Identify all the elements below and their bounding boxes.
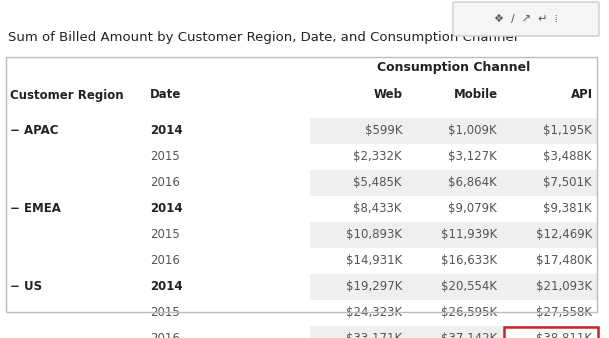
Text: − APAC: − APAC (10, 124, 58, 138)
Text: Consumption Channel: Consumption Channel (377, 62, 530, 74)
Text: $17,480K: $17,480K (536, 255, 592, 267)
Text: 2016: 2016 (150, 333, 180, 338)
Text: ❖  ∕  ↗  ↵  ⁞: ❖ ∕ ↗ ↵ ⁞ (494, 14, 558, 24)
Text: $3,127K: $3,127K (448, 150, 497, 164)
Text: $19,297K: $19,297K (346, 281, 402, 293)
Bar (310, 222, 597, 248)
Bar (310, 300, 597, 326)
Text: $599K: $599K (365, 124, 402, 138)
Text: $27,558K: $27,558K (536, 307, 592, 319)
Text: $21,093K: $21,093K (536, 281, 592, 293)
Text: − EMEA: − EMEA (10, 202, 61, 216)
Text: 2014: 2014 (150, 202, 183, 216)
FancyBboxPatch shape (453, 2, 599, 36)
Bar (310, 196, 597, 222)
Text: Customer Region: Customer Region (10, 89, 124, 101)
Text: $14,931K: $14,931K (346, 255, 402, 267)
Text: API: API (571, 89, 593, 101)
Text: $16,633K: $16,633K (441, 255, 497, 267)
Text: $38,811K: $38,811K (536, 333, 592, 338)
Text: $2,332K: $2,332K (353, 150, 402, 164)
Text: Web: Web (374, 89, 403, 101)
Text: $11,939K: $11,939K (441, 228, 497, 241)
Text: − US: − US (10, 281, 42, 293)
Bar (310, 144, 597, 170)
Text: $33,171K: $33,171K (346, 333, 402, 338)
Text: 2015: 2015 (150, 228, 180, 241)
Text: $37,142K: $37,142K (441, 333, 497, 338)
Text: 2014: 2014 (150, 281, 183, 293)
Bar (6, 57, 597, 312)
Text: $8,433K: $8,433K (353, 202, 402, 216)
Text: $24,323K: $24,323K (346, 307, 402, 319)
Text: $20,554K: $20,554K (441, 281, 497, 293)
Text: $9,079K: $9,079K (448, 202, 497, 216)
Text: $1,009K: $1,009K (448, 124, 497, 138)
Bar (310, 118, 597, 144)
Text: 2016: 2016 (150, 255, 180, 267)
Text: $5,485K: $5,485K (353, 176, 402, 190)
Text: $26,595K: $26,595K (441, 307, 497, 319)
Text: 2015: 2015 (150, 150, 180, 164)
Bar (310, 248, 597, 274)
Text: 2015: 2015 (150, 307, 180, 319)
Text: 2014: 2014 (150, 124, 183, 138)
Bar (504, 327, 598, 338)
Text: Mobile: Mobile (454, 89, 498, 101)
Text: $10,893K: $10,893K (346, 228, 402, 241)
Text: Date: Date (150, 89, 181, 101)
Text: $1,195K: $1,195K (543, 124, 592, 138)
Text: $9,381K: $9,381K (543, 202, 592, 216)
Text: $6,864K: $6,864K (448, 176, 497, 190)
Bar (310, 326, 597, 338)
Text: 2016: 2016 (150, 176, 180, 190)
Text: Sum of Billed Amount by Customer Region, Date, and Consumption Channel: Sum of Billed Amount by Customer Region,… (8, 31, 518, 44)
Bar (310, 170, 597, 196)
Bar (310, 274, 597, 300)
Text: $7,501K: $7,501K (543, 176, 592, 190)
Text: $12,469K: $12,469K (536, 228, 592, 241)
Text: $3,488K: $3,488K (543, 150, 592, 164)
